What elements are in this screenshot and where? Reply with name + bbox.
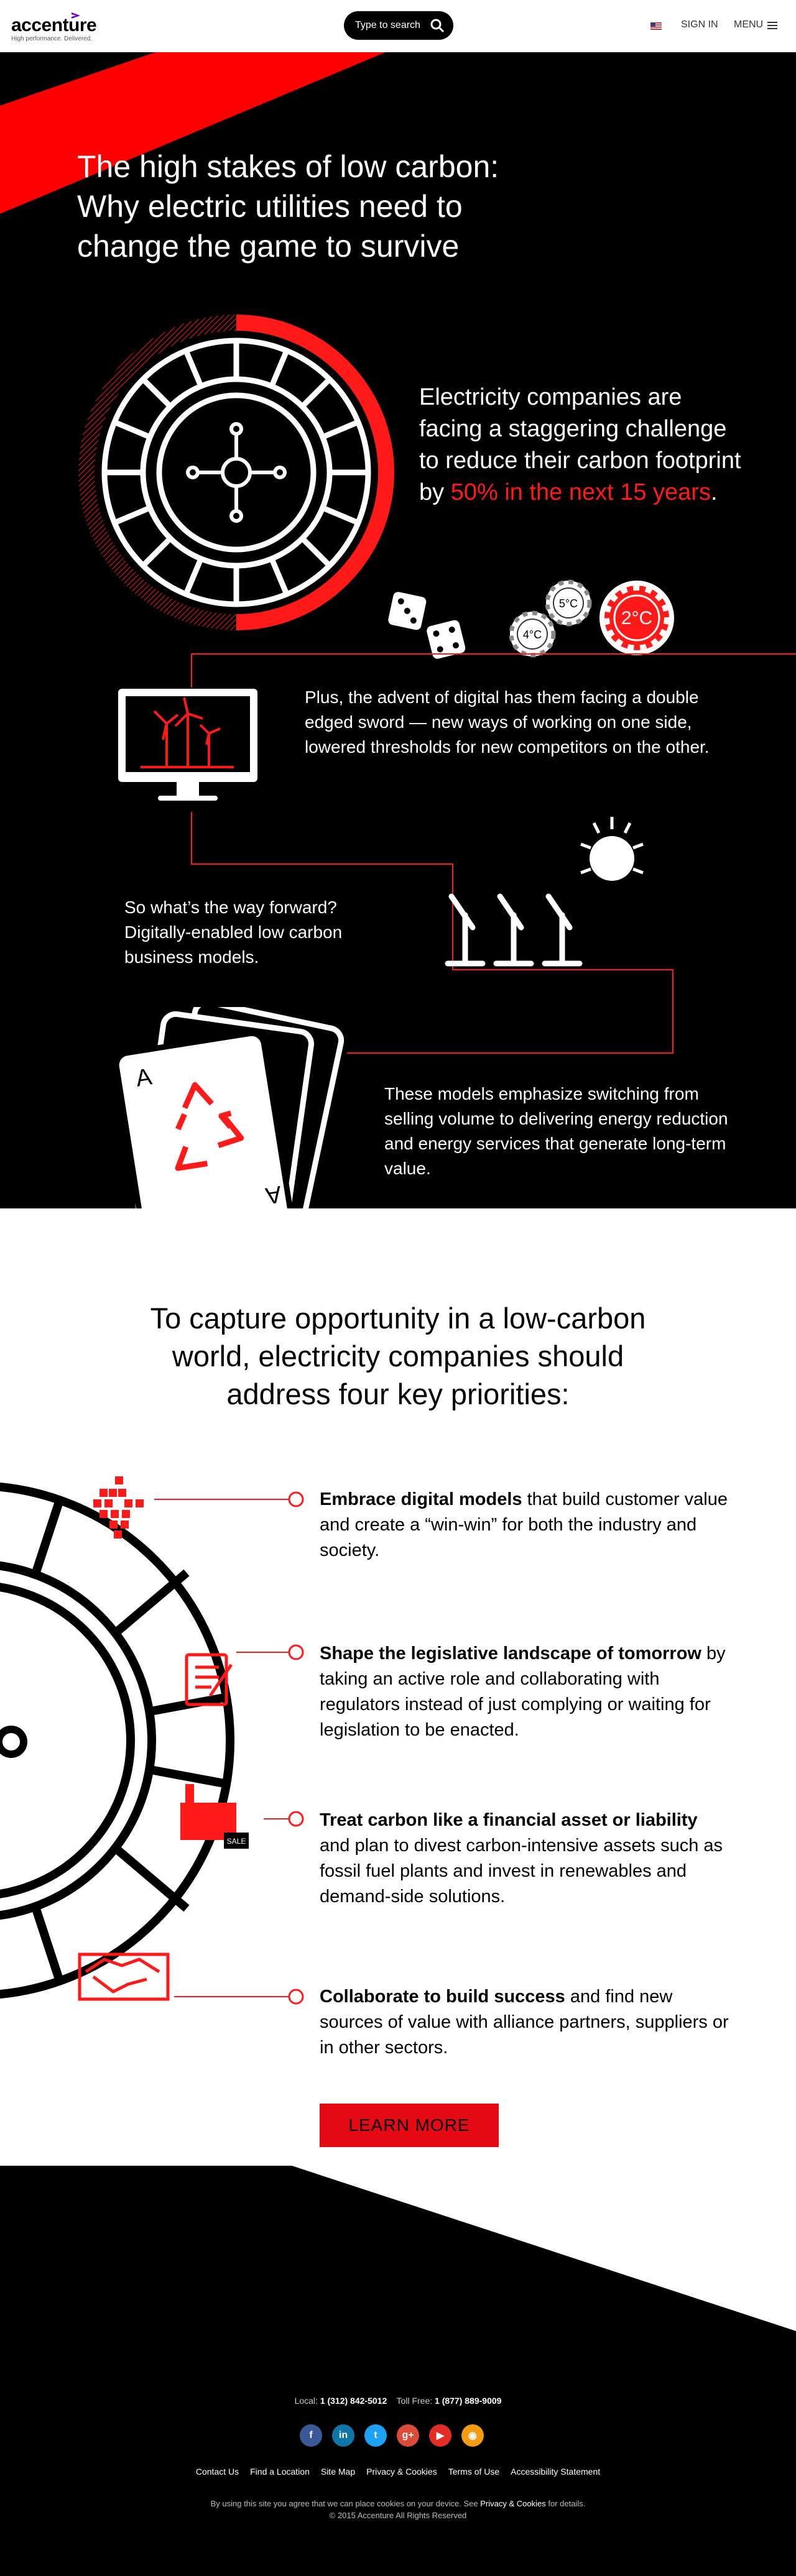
intro-paragraph: Electricity companies are facing a stagg… bbox=[419, 382, 743, 508]
priority-2-title: Shape the legislative landscape of tomor… bbox=[320, 1644, 701, 1663]
tollfree-label: Toll Free: bbox=[396, 2396, 433, 2406]
footer-legal: By using this site you agree that we can… bbox=[0, 2498, 796, 2521]
footer-link-terms-of-use[interactable]: Terms of Use bbox=[448, 2467, 500, 2477]
priorities-title-line-2: world, electricity companies should bbox=[172, 1340, 624, 1373]
solar-panels-sun-illustration bbox=[445, 817, 644, 967]
copyright: © 2015 Accenture All Rights Reserved bbox=[329, 2511, 467, 2520]
chip-4c: 4°C bbox=[509, 610, 556, 658]
handshake-icon bbox=[78, 1953, 170, 2001]
chip-2c-label: 2°C bbox=[621, 608, 652, 628]
priority-item-3: Treat carbon like a financial asset or l… bbox=[320, 1808, 730, 1910]
footer-link-find-a-location[interactable]: Find a Location bbox=[250, 2467, 310, 2477]
priority-item-4: Collaborate to build success and find ne… bbox=[320, 1984, 730, 2061]
sign-in-link[interactable]: SIGN IN bbox=[681, 19, 718, 30]
priority-3-text: and plan to divest carbon-intensive asse… bbox=[320, 1836, 723, 1907]
search-icon bbox=[430, 19, 445, 33]
facebook-icon[interactable]: f bbox=[300, 2424, 322, 2447]
priorities-title-line-1: To capture opportunity in a low-carbon bbox=[150, 1302, 646, 1335]
page-title: The high stakes of low carbon: Why elect… bbox=[77, 147, 550, 266]
youtube-icon[interactable]: ▶ bbox=[429, 2424, 451, 2447]
title-line-3: change the game to survive bbox=[77, 229, 460, 264]
digital-paragraph: Plus, the advent of digital has them fac… bbox=[305, 688, 710, 757]
search-button[interactable]: Type to search bbox=[344, 11, 453, 40]
factory-sale-icon: SALE bbox=[180, 1784, 249, 1849]
cookie-text: By using this site you agree that we can… bbox=[210, 2499, 478, 2508]
social-links: f in t g+ ▶ ◉ bbox=[300, 2424, 499, 2450]
priorities-title: To capture opportunity in a low-carbon w… bbox=[106, 1299, 690, 1413]
footer-link-contact-us[interactable]: Contact Us bbox=[195, 2467, 239, 2477]
footer-link-site-map[interactable]: Site Map bbox=[320, 2467, 356, 2477]
dice-and-chips-illustration: 4°C 5°C 2°C bbox=[388, 579, 674, 659]
models-paragraph: These models emphasize switching from se… bbox=[384, 1084, 728, 1178]
intro-end: . bbox=[710, 479, 718, 505]
site-header: accenture High performance. Delivered. T… bbox=[0, 0, 796, 52]
chip-5c-label: 5°C bbox=[559, 597, 578, 610]
white-diagonal-edge bbox=[0, 2070, 796, 2331]
twitter-icon[interactable]: t bbox=[364, 2424, 387, 2447]
intro-highlight: 50% in the next 15 years bbox=[450, 479, 711, 505]
priority-connector-lines bbox=[154, 1491, 304, 2005]
priority-item-2: Shape the legislative landscape of tomor… bbox=[320, 1641, 730, 1743]
priorities-wheel-illustration: SALE bbox=[0, 1476, 249, 2001]
priority-3-title: Treat carbon like a financial asset or l… bbox=[320, 1810, 698, 1830]
logo-tagline: High performance. Delivered. bbox=[11, 35, 93, 42]
footer-link-privacy-cookies[interactable]: Privacy & Cookies bbox=[366, 2467, 437, 2477]
cookie-end: for details. bbox=[548, 2499, 586, 2508]
priority-2-text: by taking an active role and collaborati… bbox=[320, 1644, 726, 1740]
menu-button[interactable]: MENU bbox=[734, 19, 764, 30]
cookie-link[interactable]: Privacy & Cookies bbox=[480, 2499, 546, 2508]
monitor-wind-turbines-illustration bbox=[118, 689, 257, 801]
priority-4-text: and find new sources of value with allia… bbox=[320, 1987, 729, 2058]
search-label: Type to search bbox=[355, 20, 420, 30]
chip-2c: 2°C bbox=[599, 581, 674, 655]
linkedin-icon[interactable]: in bbox=[332, 2424, 354, 2447]
local-label: Local: bbox=[294, 2396, 318, 2406]
roulette-wheel-illustration bbox=[78, 315, 394, 630]
red-diagonal-band bbox=[0, 52, 386, 214]
legislation-document-icon bbox=[185, 1653, 233, 1706]
googleplus-icon[interactable]: g+ bbox=[397, 2424, 419, 2447]
priority-1-text: that build customer value and create a “… bbox=[320, 1489, 728, 1560]
learn-more-button[interactable]: LEARN MORE bbox=[320, 2104, 499, 2147]
title-line-1: The high stakes of low carbon: bbox=[77, 149, 499, 184]
priorities-title-line-3: address four key priorities: bbox=[226, 1378, 570, 1410]
local-number[interactable]: 1 (312) 842-5012 bbox=[320, 2396, 387, 2406]
priority-1-title: Embrace digital models bbox=[320, 1489, 522, 1509]
recycle-icon bbox=[175, 1082, 244, 1171]
footer-links: Contact Us Find a Location Site Map Privacy… bbox=[0, 2467, 796, 2477]
sale-tag-label: SALE bbox=[227, 1837, 246, 1846]
priorities-section bbox=[0, 1208, 796, 2166]
chip-5c: 5°C bbox=[545, 579, 592, 627]
accenture-logo[interactable]: accenture High performance. Delivered. bbox=[11, 12, 104, 42]
priority-4-title: Collaborate to build success bbox=[320, 1987, 565, 2007]
forward-paragraph: So what’s the way forward? Digitally-ena… bbox=[124, 898, 343, 967]
hamburger-icon[interactable] bbox=[767, 22, 777, 29]
rss-icon[interactable]: ◉ bbox=[461, 2424, 484, 2447]
chip-4c-label: 4°C bbox=[523, 628, 542, 641]
us-flag-icon[interactable] bbox=[650, 22, 662, 30]
logo-chevron-icon bbox=[72, 12, 80, 19]
connector-lines bbox=[191, 653, 796, 1054]
intro-text: Electricity companies are facing a stagg… bbox=[419, 384, 741, 505]
digital-pixels-icon bbox=[93, 1476, 144, 1539]
footer-phone: Local: 1 (312) 842-5012 Toll Free: 1 (87… bbox=[0, 2396, 796, 2406]
priority-item-1: Embrace digital models that build custom… bbox=[320, 1487, 730, 1563]
footer-link-accessibility-statement[interactable]: Accessibility Statement bbox=[511, 2467, 601, 2477]
logo-wordmark: accenture bbox=[11, 15, 97, 35]
title-line-2: Why electric utilities need to bbox=[77, 189, 463, 224]
tollfree-number[interactable]: 1 (877) 889-9009 bbox=[435, 2396, 502, 2406]
